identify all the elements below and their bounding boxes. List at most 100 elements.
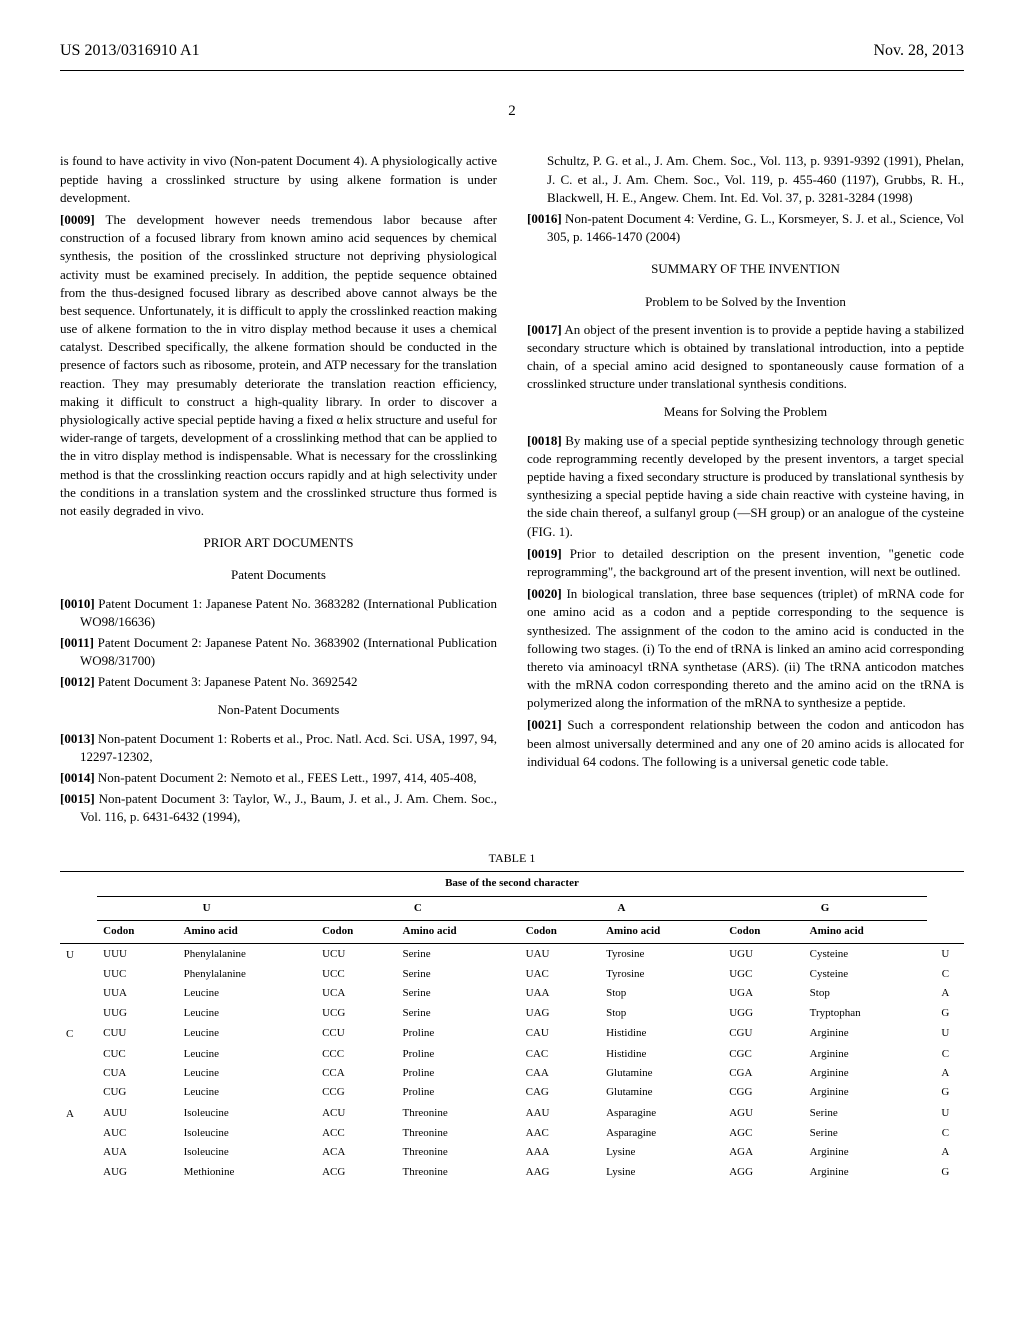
amino-acid-cell: Threonine: [397, 1143, 520, 1162]
paragraph-0018: [0018] By making use of a special peptid…: [527, 432, 964, 541]
codon-cell: CCG: [316, 1083, 396, 1102]
ref-num-0016: [0016]: [527, 211, 562, 226]
codon-cell: CGC: [723, 1045, 803, 1064]
codon-cell: AGC: [723, 1124, 803, 1143]
table-1-wrapper: TABLE 1 Base of the second character U C…: [60, 850, 964, 1183]
third-char-cell: C: [927, 1124, 964, 1143]
ref-text-0011: Patent Document 2: Japanese Patent No. 3…: [80, 635, 497, 668]
amino-acid-cell: Serine: [804, 1124, 927, 1143]
paragraph-0009: [0009] The development however needs tre…: [60, 211, 497, 520]
amino-acid-cell: Proline: [397, 1023, 520, 1044]
sub-codon-1: Codon: [97, 921, 177, 943]
codon-cell: AGU: [723, 1103, 803, 1124]
codon-cell: UCC: [316, 965, 396, 984]
codon-cell: UAG: [520, 1004, 600, 1023]
paragraph-0021: [0021] Such a correspondent relationship…: [527, 716, 964, 771]
ref-0016: [0016] Non-patent Document 4: Verdine, G…: [527, 210, 964, 246]
ref-0015: [0015] Non-patent Document 3: Taylor, W.…: [60, 790, 497, 826]
third-char-cell: U: [927, 1103, 964, 1124]
amino-acid-cell: Asparagine: [600, 1103, 723, 1124]
codon-cell: AGG: [723, 1163, 803, 1182]
amino-acid-cell: Leucine: [178, 984, 316, 1003]
codon-cell: AUU: [97, 1103, 177, 1124]
codon-cell: UUG: [97, 1004, 177, 1023]
sub-codon-3: Codon: [520, 921, 600, 943]
amino-acid-cell: Arginine: [804, 1023, 927, 1044]
amino-acid-cell: Stop: [804, 984, 927, 1003]
codon-cell: UCG: [316, 1004, 396, 1023]
right-column: Schultz, P. G. et al., J. Am. Chem. Soc.…: [527, 152, 964, 829]
first-char-cell: [60, 1045, 97, 1064]
table-row: UUGLeucineUCGSerineUAGStopUGGTryptophanG: [60, 1004, 964, 1023]
codon-cell: UCA: [316, 984, 396, 1003]
codon-cell: UUC: [97, 965, 177, 984]
codon-cell: ACC: [316, 1124, 396, 1143]
amino-acid-cell: Arginine: [804, 1163, 927, 1182]
codon-cell: UAA: [520, 984, 600, 1003]
amino-acid-cell: Stop: [600, 984, 723, 1003]
sub-codon-4: Codon: [723, 921, 803, 943]
paragraph-0019: [0019] Prior to detailed description on …: [527, 545, 964, 581]
amino-acid-cell: Lysine: [600, 1143, 723, 1162]
first-char-cell: [60, 1064, 97, 1083]
non-patent-heading: Non-Patent Documents: [60, 701, 497, 719]
problem-heading: Problem to be Solved by the Invention: [527, 293, 964, 311]
ref-0014: [0014] Non-patent Document 2: Nemoto et …: [60, 769, 497, 787]
para-num-0019: [0019]: [527, 546, 562, 561]
amino-acid-cell: Leucine: [178, 1045, 316, 1064]
codon-cell: AAC: [520, 1124, 600, 1143]
first-char-cell: A: [60, 1103, 97, 1124]
amino-acid-cell: Histidine: [600, 1045, 723, 1064]
table-row: AUCIsoleucineACCThreonineAACAsparagineAG…: [60, 1124, 964, 1143]
amino-acid-cell: Glutamine: [600, 1083, 723, 1102]
amino-acid-cell: Proline: [397, 1064, 520, 1083]
para-num-0018: [0018]: [527, 433, 562, 448]
codon-cell: UGG: [723, 1004, 803, 1023]
prior-art-heading: PRIOR ART DOCUMENTS: [60, 534, 497, 552]
codon-cell: UUU: [97, 943, 177, 965]
amino-acid-cell: Histidine: [600, 1023, 723, 1044]
codon-cell: UUA: [97, 984, 177, 1003]
table-row: CUALeucineCCAProlineCAAGlutamineCGAArgin…: [60, 1064, 964, 1083]
ref-num-0013: [0013]: [60, 731, 95, 746]
codon-cell: UGA: [723, 984, 803, 1003]
table-row: CUCLeucineCCCProlineCACHistidineCGCArgin…: [60, 1045, 964, 1064]
table-row: CCUULeucineCCUProlineCAUHistidineCGUArgi…: [60, 1023, 964, 1044]
ref-text-0013: Non-patent Document 1: Roberts et al., P…: [80, 731, 497, 764]
amino-acid-cell: Glutamine: [600, 1064, 723, 1083]
ref-continuation: Schultz, P. G. et al., J. Am. Chem. Soc.…: [527, 152, 964, 207]
third-char-cell: C: [927, 1045, 964, 1064]
intro-paragraph: is found to have activity in vivo (Non-p…: [60, 152, 497, 207]
doc-date: Nov. 28, 2013: [873, 40, 964, 62]
amino-acid-cell: Tyrosine: [600, 965, 723, 984]
third-char-cell: U: [927, 943, 964, 965]
two-column-layout: is found to have activity in vivo (Non-p…: [60, 152, 964, 829]
amino-acid-cell: Isoleucine: [178, 1103, 316, 1124]
first-char-cell: C: [60, 1023, 97, 1044]
third-char-cell: G: [927, 1004, 964, 1023]
left-column: is found to have activity in vivo (Non-p…: [60, 152, 497, 829]
amino-acid-cell: Stop: [600, 1004, 723, 1023]
amino-acid-cell: Arginine: [804, 1143, 927, 1162]
codon-cell: ACA: [316, 1143, 396, 1162]
codon-cell: AAA: [520, 1143, 600, 1162]
codon-cell: CUC: [97, 1045, 177, 1064]
first-char-cell: [60, 1124, 97, 1143]
table-super-header: Base of the second character: [97, 872, 927, 896]
sub-aa-4: Amino acid: [804, 921, 927, 943]
para-text-0018: By making use of a special peptide synth…: [527, 433, 964, 539]
ref-num-0012: [0012]: [60, 674, 95, 689]
amino-acid-cell: Proline: [397, 1083, 520, 1102]
codon-cell: AUG: [97, 1163, 177, 1182]
para-text-0020: In biological translation, three base se…: [527, 586, 964, 710]
amino-acid-cell: Tryptophan: [804, 1004, 927, 1023]
table-label: TABLE 1: [60, 850, 964, 867]
col-group-a: A: [520, 896, 724, 920]
third-char-cell: C: [927, 965, 964, 984]
amino-acid-cell: Serine: [397, 943, 520, 965]
codon-cell: CUA: [97, 1064, 177, 1083]
ref-text-0015: Non-patent Document 3: Taylor, W., J., B…: [80, 791, 497, 824]
ref-num-0010: [0010]: [60, 596, 95, 611]
amino-acid-cell: Isoleucine: [178, 1124, 316, 1143]
codon-cell: AGA: [723, 1143, 803, 1162]
